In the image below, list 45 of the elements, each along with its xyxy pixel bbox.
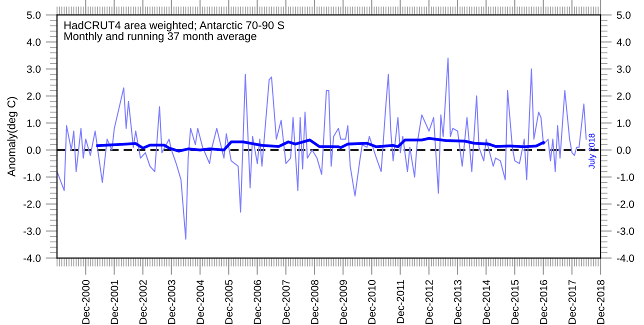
x-tick-label: Dec-2001: [110, 280, 118, 324]
y2-tick-label: 4.0: [616, 38, 631, 46]
x-tick-label: Dec-2000: [82, 280, 90, 324]
y-tick-label: 5.0: [26, 11, 41, 19]
x-tick-label: Dec-2008: [311, 280, 318, 324]
line-series: [96, 137, 545, 152]
x-tick-label: Dec-2016: [540, 280, 548, 324]
y2-tick-label: 2.0: [617, 92, 631, 100]
x-tick-label: Dec-2004: [196, 280, 204, 324]
y2-tick-label: 1.0: [617, 119, 631, 127]
y-tick-label: 3.0: [26, 65, 41, 73]
y-tick-label: 0.0: [26, 146, 41, 154]
y-tick-label: -1.0: [24, 174, 41, 181]
annotation: July 2018: [588, 134, 596, 169]
x-tick-label: Dec-2013: [454, 280, 462, 324]
y2-tick-label: 0.0: [616, 146, 631, 154]
y-tick-label: -3.0: [24, 228, 41, 235]
line-series: [56, 58, 587, 240]
x-tick-label: Dec-2011: [396, 280, 404, 324]
y-tick-label: 2.0: [27, 92, 41, 100]
text: Monthly and running 37 month average: [64, 32, 256, 42]
y2-tick-label: -2.0: [616, 200, 634, 208]
y-tick-label: 4.0: [26, 38, 41, 46]
x-tick-label: Dec-2012: [425, 280, 433, 324]
x-tick-label: Dec-2006: [254, 280, 262, 324]
x-tick-label: Dec-2009: [340, 280, 347, 324]
x-tick-label: Dec-2010: [368, 280, 376, 324]
x-tick-label: Dec-2007: [282, 280, 290, 324]
x-tick-label: Dec-2017: [568, 280, 576, 324]
x-tick-label: Dec-2018: [597, 280, 604, 324]
x-tick-label: Dec-2003: [168, 280, 176, 324]
x-tick-label: Dec-2014: [482, 280, 490, 324]
y-tick-label: 1.0: [27, 119, 41, 127]
y2-tick-label: 3.0: [616, 65, 631, 73]
y-tick-label: -4.0: [24, 254, 41, 262]
y2-tick-label: -3.0: [616, 228, 634, 235]
y2-tick-label: -1.0: [616, 174, 634, 181]
x-tick-label: Dec-2015: [511, 280, 519, 324]
x-tick-label: Dec-2002: [139, 280, 147, 324]
x-tick-label: Dec-2005: [225, 280, 233, 324]
text: HadCRUT4 area weighted; Antarctic 70-90 S: [64, 21, 284, 32]
y-tick-label: -2.0: [24, 200, 41, 208]
y-axis-title: Anomaly(deg C): [7, 97, 18, 177]
y2-tick-label: -4.0: [616, 254, 634, 262]
y2-tick-label: 5.0: [616, 11, 631, 19]
